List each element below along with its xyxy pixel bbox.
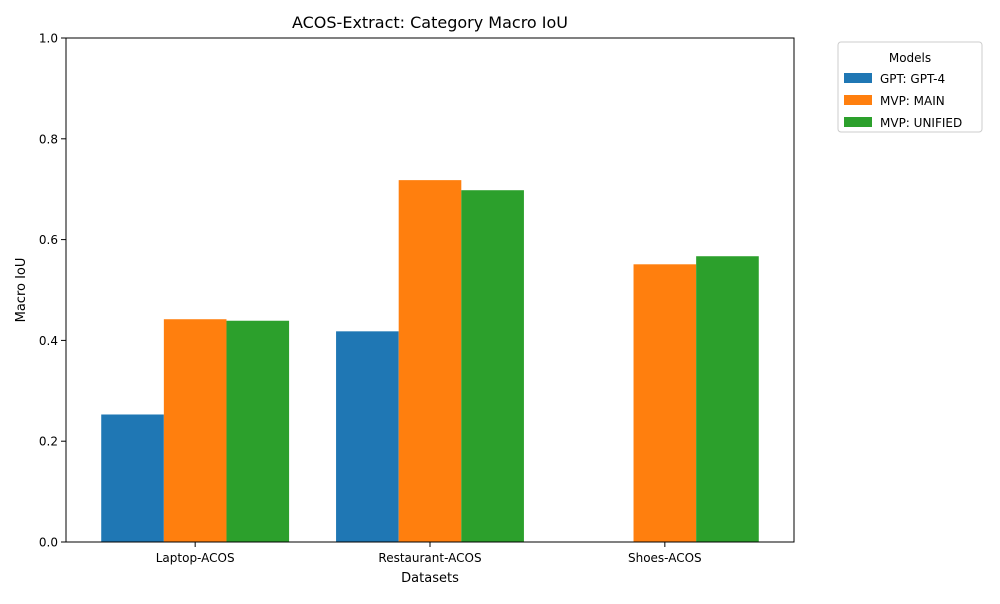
x-axis-label: Datasets bbox=[401, 571, 459, 586]
x-tick-label: Laptop-ACOS bbox=[156, 551, 235, 565]
legend-swatch bbox=[844, 117, 872, 127]
legend-label: GPT: GPT-4 bbox=[880, 72, 945, 86]
bar bbox=[163, 319, 227, 542]
bar bbox=[398, 180, 462, 542]
legend-label: MVP: UNIFIED bbox=[880, 116, 962, 130]
x-tick-label: Shoes-ACOS bbox=[628, 551, 702, 565]
y-tick-label: 0.8 bbox=[39, 132, 58, 146]
y-tick-label: 0.2 bbox=[39, 435, 58, 449]
x-tick-label: Restaurant-ACOS bbox=[378, 551, 481, 565]
legend: Models GPT: GPT-4 MVP: MAIN MVP: UNIFIED bbox=[837, 41, 983, 133]
y-tick-label: 1.0 bbox=[39, 32, 58, 46]
bar bbox=[336, 331, 399, 542]
y-tick-label: 0.4 bbox=[39, 334, 58, 348]
bar bbox=[226, 320, 290, 542]
bars-layer bbox=[101, 180, 759, 542]
x-axis: Laptop-ACOS Restaurant-ACOS Shoes-ACOS bbox=[156, 542, 702, 565]
legend-label: MVP: MAIN bbox=[880, 94, 945, 108]
bar bbox=[101, 414, 164, 542]
bar bbox=[696, 256, 759, 542]
legend-swatch bbox=[844, 73, 872, 83]
legend-box bbox=[837, 41, 983, 133]
bar bbox=[461, 190, 524, 542]
bar bbox=[633, 264, 697, 542]
legend-title: Models bbox=[889, 51, 931, 65]
legend-swatch bbox=[844, 95, 872, 105]
chart-title: ACOS-Extract: Category Macro IoU bbox=[292, 13, 568, 32]
y-tick-label: 0.0 bbox=[39, 536, 58, 550]
y-axis: 0.0 0.2 0.4 0.6 0.8 1.0 bbox=[39, 32, 66, 550]
y-tick-label: 0.6 bbox=[39, 233, 58, 247]
y-axis-label: Macro IoU bbox=[14, 258, 29, 323]
